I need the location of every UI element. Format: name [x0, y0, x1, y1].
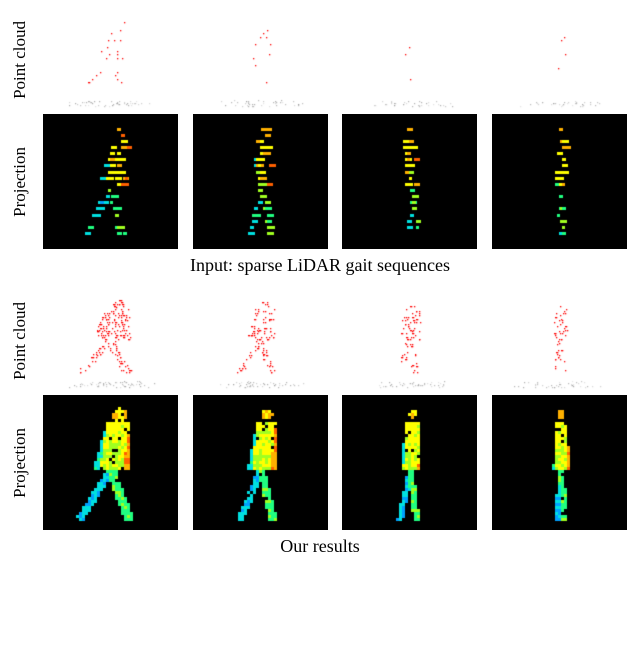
- proj-canvas: [342, 395, 477, 530]
- proj-tile: [43, 114, 178, 249]
- input-pointcloud-row: Point cloud: [10, 10, 630, 110]
- proj-tile: [492, 114, 627, 249]
- proj-canvas: [43, 395, 178, 530]
- pc-canvas: [342, 10, 477, 110]
- pc-canvas: [43, 10, 178, 110]
- proj-tile: [193, 395, 328, 530]
- input-pc-tiles: [40, 10, 630, 110]
- input-proj-tiles: [40, 114, 630, 249]
- output-pointcloud-row: Point cloud: [10, 291, 630, 391]
- pc-canvas: [43, 291, 178, 391]
- proj-canvas: [342, 114, 477, 249]
- output-section: Point cloud Projection Our results: [10, 291, 630, 557]
- row-label-pointcloud: Point cloud: [10, 302, 35, 380]
- proj-canvas: [193, 114, 328, 249]
- row-label-projection: Projection: [10, 428, 35, 498]
- proj-canvas: [43, 114, 178, 249]
- pc-canvas: [193, 291, 328, 391]
- pc-tile: [492, 10, 627, 110]
- pc-canvas: [492, 10, 627, 110]
- pc-tile: [342, 10, 477, 110]
- output-projection-row: Projection: [10, 395, 630, 530]
- proj-tile: [492, 395, 627, 530]
- pc-canvas: [492, 291, 627, 391]
- row-label-projection: Projection: [10, 147, 35, 217]
- proj-canvas: [492, 395, 627, 530]
- proj-canvas: [193, 395, 328, 530]
- row-label-pointcloud: Point cloud: [10, 21, 35, 99]
- pc-tile: [342, 291, 477, 391]
- pc-tile: [193, 10, 328, 110]
- output-pc-tiles: [40, 291, 630, 391]
- input-caption: Input: sparse LiDAR gait sequences: [10, 255, 630, 276]
- output-proj-tiles: [40, 395, 630, 530]
- pc-tile: [193, 291, 328, 391]
- input-section: Point cloud Projection Input: sparse LiD…: [10, 10, 630, 276]
- pc-canvas: [193, 10, 328, 110]
- pc-tile: [43, 10, 178, 110]
- output-caption: Our results: [10, 536, 630, 557]
- pc-tile: [43, 291, 178, 391]
- proj-tile: [342, 395, 477, 530]
- pc-tile: [492, 291, 627, 391]
- input-projection-row: Projection: [10, 114, 630, 249]
- pc-canvas: [342, 291, 477, 391]
- proj-tile: [43, 395, 178, 530]
- proj-tile: [193, 114, 328, 249]
- proj-canvas: [492, 114, 627, 249]
- proj-tile: [342, 114, 477, 249]
